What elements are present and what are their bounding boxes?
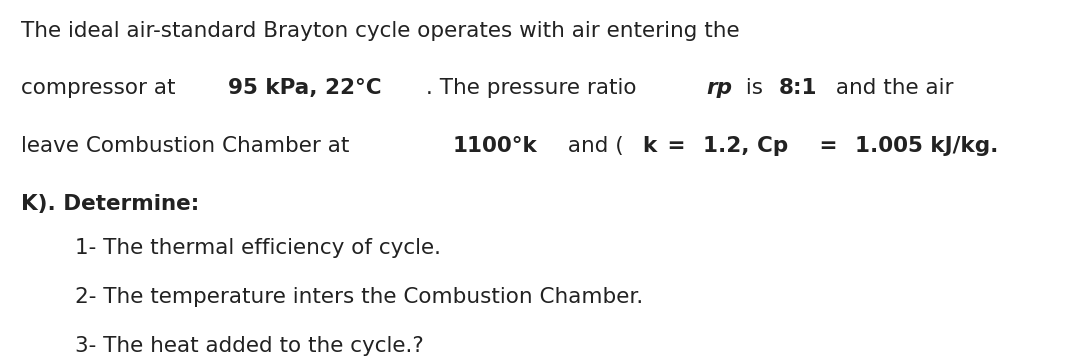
Text: k: k: [642, 136, 657, 156]
Text: 3- The heat added to the cycle.?: 3- The heat added to the cycle.?: [75, 337, 423, 356]
Text: and (: and (: [562, 136, 624, 156]
Text: rp: rp: [706, 78, 732, 98]
Text: and the air: and the air: [828, 78, 954, 98]
Text: K). Determine:: K). Determine:: [21, 194, 199, 214]
Text: is: is: [740, 78, 770, 98]
Text: 2- The temperature inters the Combustion Chamber.: 2- The temperature inters the Combustion…: [75, 287, 643, 307]
Text: 95 kPa, 22°C: 95 kPa, 22°C: [229, 78, 382, 98]
Text: 1100°k: 1100°k: [453, 136, 537, 156]
Text: compressor at: compressor at: [21, 78, 183, 98]
Text: =: =: [812, 136, 846, 156]
Text: =: =: [660, 136, 693, 156]
Text: leave Combustion Chamber at: leave Combustion Chamber at: [21, 136, 356, 156]
Text: The ideal air-standard Brayton cycle operates with air entering the: The ideal air-standard Brayton cycle ope…: [21, 21, 740, 40]
Text: 8:1: 8:1: [779, 78, 818, 98]
Text: 1- The thermal efficiency of cycle.: 1- The thermal efficiency of cycle.: [75, 237, 441, 257]
Text: . The pressure ratio: . The pressure ratio: [427, 78, 644, 98]
Text: 1.005 kJ/kg.: 1.005 kJ/kg.: [855, 136, 998, 156]
Text: 1.2, Cp: 1.2, Cp: [703, 136, 788, 156]
